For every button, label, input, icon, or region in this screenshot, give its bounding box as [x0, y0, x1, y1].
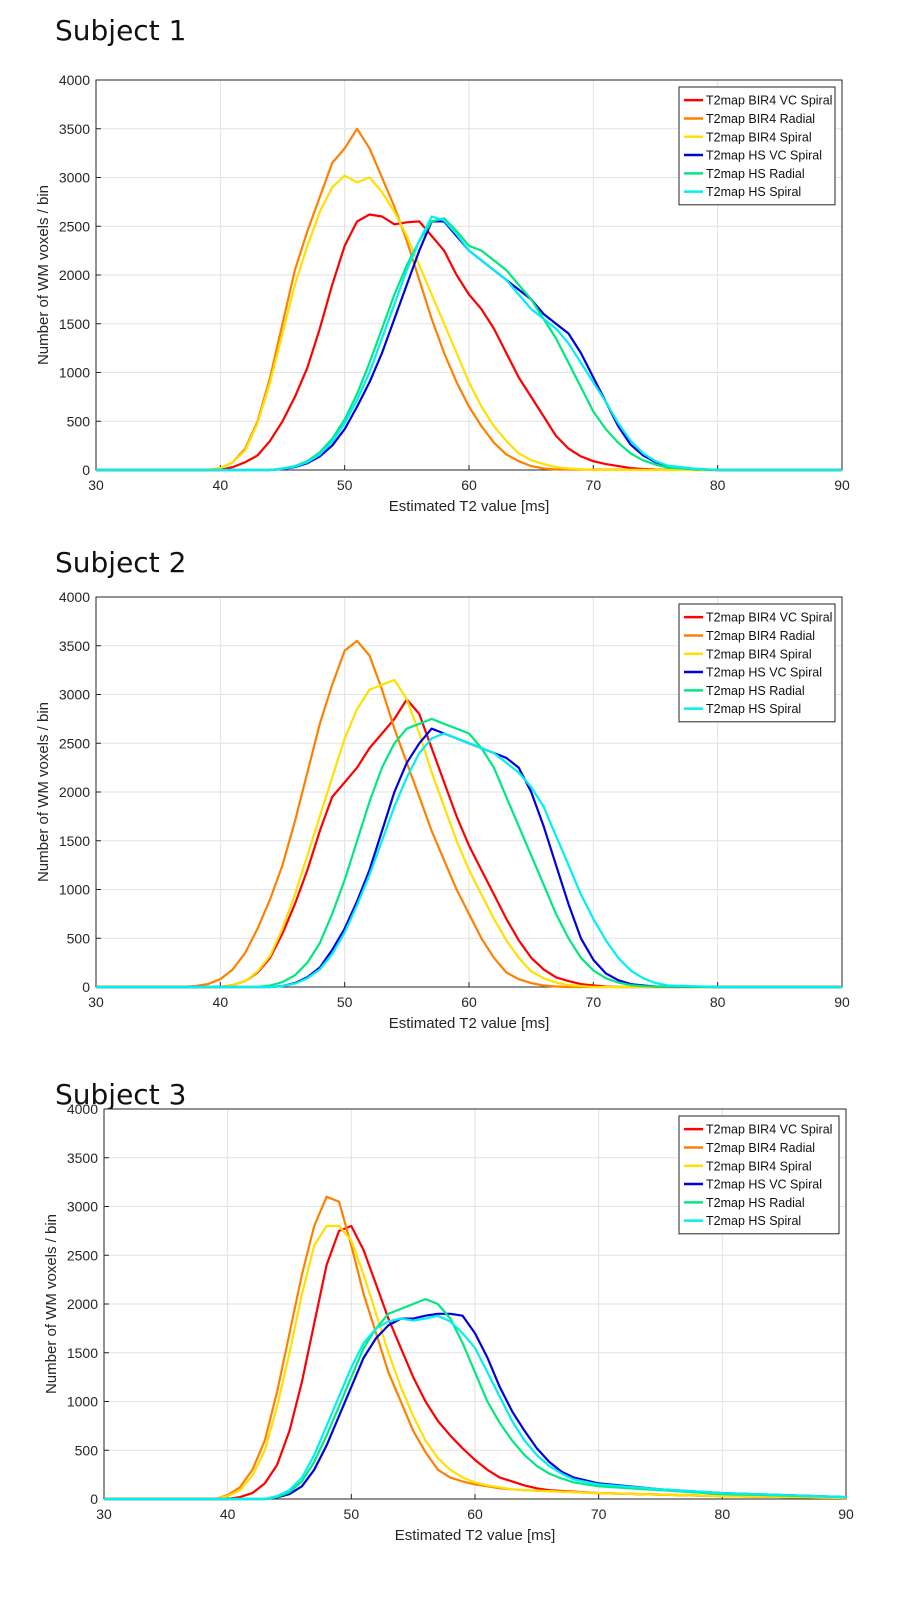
y-axis-label: Number of WM voxels / bin: [35, 702, 52, 882]
legend-label: T2map HS VC Spiral: [706, 1178, 822, 1192]
y-tick-label: 500: [67, 930, 91, 946]
legend-label: T2map HS Spiral: [706, 702, 801, 716]
x-tick-label: 50: [337, 477, 353, 493]
series-line: [96, 217, 842, 472]
y-tick-label: 2000: [59, 784, 90, 800]
x-tick-label: 40: [213, 994, 229, 1010]
y-tick-label: 3500: [59, 638, 90, 654]
series-line: [104, 1312, 847, 1501]
subject-1-panel: Subject 1 30 40 50 60 70 80 90 0 500 1000 1500 2000…: [0, 0, 921, 532]
y-tick-label: 3500: [59, 121, 90, 137]
y-tick-label: 2000: [67, 1296, 98, 1312]
x-tick-label: 40: [213, 477, 229, 493]
legend-box: [678, 86, 836, 206]
y-tick-label: 3000: [59, 687, 90, 703]
y-tick-label: 500: [67, 413, 91, 429]
legend-label: T2map HS Radial: [706, 167, 805, 181]
y-tick-label: 1000: [67, 1394, 98, 1410]
legend-label: T2map HS Spiral: [706, 1214, 801, 1228]
subject-2-panel: Subject 2 30 40 50 60 70 80 90 0 500 1000 1500 2000…: [0, 532, 921, 1064]
y-tick-label: 1500: [67, 1345, 98, 1361]
series-line: [96, 717, 842, 989]
subject-title: Subject 1: [55, 14, 187, 47]
legend-label: T2map BIR4 Spiral: [706, 1159, 812, 1173]
legend-label: T2map BIR4 Radial: [706, 112, 815, 126]
legend-label: T2map HS Spiral: [706, 185, 801, 199]
series-line: [96, 732, 842, 989]
legend-label: T2map HS VC Spiral: [706, 149, 822, 163]
x-tick-label: 70: [591, 1506, 607, 1522]
y-tick-label: 1000: [59, 365, 90, 381]
y-tick-label: 4000: [67, 1101, 98, 1117]
y-tick-label: 0: [90, 1491, 98, 1507]
x-tick-label: 80: [710, 477, 726, 493]
legend-label: T2map BIR4 VC Spiral: [706, 611, 832, 625]
legend-label: T2map BIR4 Radial: [706, 629, 815, 643]
histogram-chart: 30 40 50 60 70 80 90 0 500 1000 1500 2000 2500 3000 35…: [35, 72, 850, 515]
y-tick-label: 2500: [67, 1247, 98, 1263]
series-line: [96, 698, 842, 989]
y-tick-label: 3000: [59, 170, 90, 186]
legend-label: T2map HS VC Spiral: [706, 666, 822, 680]
x-axis-label: Estimated T2 value [ms]: [389, 498, 550, 515]
y-axis-label: Number of WM voxels / bin: [43, 1214, 60, 1394]
x-tick-label: 40: [220, 1506, 236, 1522]
x-tick-label: 50: [344, 1506, 360, 1522]
subject-title: Subject 3: [55, 1078, 187, 1111]
subject-3-panel: Subject 3 30 40 50 60 70 80 90 0 500 1000 1500 2000…: [0, 1064, 921, 1611]
subject-title: Subject 2: [55, 546, 187, 579]
y-tick-label: 3000: [67, 1199, 98, 1215]
series-line: [96, 213, 842, 472]
series-line: [104, 1314, 847, 1501]
x-tick-label: 60: [467, 1506, 483, 1522]
legend-label: T2map BIR4 VC Spiral: [706, 1123, 832, 1137]
x-tick-label: 50: [337, 994, 353, 1010]
y-tick-label: 2500: [59, 218, 90, 234]
y-tick-label: 0: [82, 979, 90, 995]
series-line: [96, 639, 842, 989]
x-axis-label: Estimated T2 value [ms]: [395, 1527, 556, 1544]
y-tick-label: 2000: [59, 267, 90, 283]
y-tick-label: 4000: [59, 72, 90, 88]
legend-label: T2map HS Radial: [706, 1196, 805, 1210]
y-axis-label: Number of WM voxels / bin: [35, 185, 52, 365]
x-tick-label: 30: [96, 1506, 112, 1522]
x-tick-label: 80: [715, 1506, 731, 1522]
x-tick-label: 80: [710, 994, 726, 1010]
x-tick-label: 60: [461, 477, 477, 493]
y-tick-label: 0: [82, 462, 90, 478]
y-tick-label: 3500: [67, 1150, 98, 1166]
series-line: [96, 215, 842, 472]
legend-label: T2map BIR4 Spiral: [706, 647, 812, 661]
x-tick-label: 30: [88, 477, 104, 493]
legend-label: T2map BIR4 Radial: [706, 1141, 815, 1155]
y-tick-label: 1000: [59, 882, 90, 898]
y-tick-label: 2500: [59, 735, 90, 751]
series-line: [96, 174, 842, 472]
x-tick-label: 30: [88, 994, 104, 1010]
legend-box: [678, 603, 836, 723]
x-tick-label: 70: [586, 477, 602, 493]
x-axis-label: Estimated T2 value [ms]: [389, 1015, 550, 1032]
y-tick-label: 500: [75, 1442, 99, 1458]
legend-box: [678, 1115, 840, 1235]
y-tick-label: 4000: [59, 589, 90, 605]
x-tick-label: 90: [834, 994, 850, 1010]
histogram-chart: 30 40 50 60 70 80 90 0 500 1000 1500 2000 2500 3000 35…: [35, 589, 850, 1032]
series-line: [104, 1224, 847, 1501]
legend-label: T2map BIR4 VC Spiral: [706, 94, 832, 108]
series-line: [96, 678, 842, 989]
x-tick-label: 90: [834, 477, 850, 493]
y-tick-label: 1500: [59, 833, 90, 849]
x-tick-label: 70: [586, 994, 602, 1010]
series-line: [104, 1298, 847, 1501]
y-tick-label: 1500: [59, 316, 90, 332]
x-tick-label: 90: [838, 1506, 854, 1522]
legend-label: T2map BIR4 Spiral: [706, 130, 812, 144]
histogram-chart: 30 40 50 60 70 80 90 0 500 1000 1500 2000 2500 3000 35…: [43, 1101, 854, 1544]
x-tick-label: 60: [461, 994, 477, 1010]
legend-label: T2map HS Radial: [706, 684, 805, 698]
